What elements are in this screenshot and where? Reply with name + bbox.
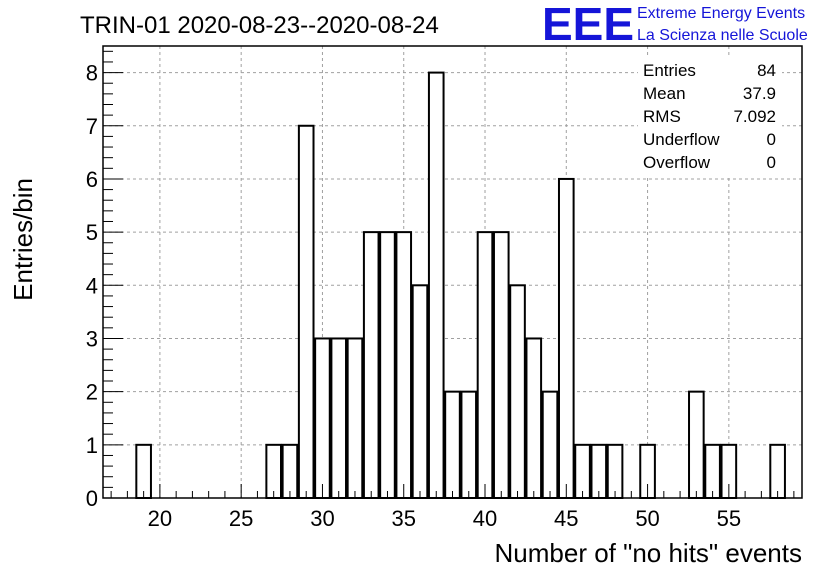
histogram-bar	[492, 231, 510, 499]
histogram-bar	[427, 71, 445, 500]
histogram-bar	[574, 443, 591, 499]
y-tick-label: 7	[86, 114, 98, 139]
y-tick-label: 2	[86, 380, 98, 405]
histogram-bar	[688, 390, 705, 500]
histogram-bar	[314, 337, 331, 499]
y-tick-label: 6	[86, 167, 98, 192]
stats-label: Entries	[643, 61, 696, 80]
eee-logo: EEE Extreme Energy Events La Scienza nel…	[542, 0, 808, 50]
stats-value: 7.092	[733, 107, 776, 126]
histogram-bar	[704, 443, 721, 499]
stats-label: Overflow	[643, 153, 711, 172]
stats-label: Mean	[643, 84, 686, 103]
x-tick-label: 35	[391, 506, 415, 531]
histogram-bar	[606, 443, 624, 499]
stats-value: 37.9	[743, 84, 776, 103]
y-tick-label: 5	[86, 220, 98, 245]
histogram-bar	[525, 337, 543, 499]
histogram-bar	[297, 124, 315, 499]
stats-value: 0	[767, 130, 776, 149]
histogram-bar	[590, 443, 608, 499]
y-tick-label: 4	[86, 273, 98, 298]
stats-label: Underflow	[643, 130, 720, 149]
x-tick-label: 20	[148, 506, 172, 531]
histogram-bar	[281, 443, 299, 499]
x-tick-label: 45	[554, 506, 578, 531]
stats-value: 0	[767, 153, 776, 172]
y-tick-label: 3	[86, 326, 98, 351]
histogram-bar	[379, 231, 396, 499]
axis-ticks	[103, 50, 795, 499]
x-tick-label: 30	[310, 506, 334, 531]
histogram-bar	[346, 337, 364, 499]
x-tick-labels: 20 25 30 35 40 45 50 55	[148, 506, 741, 531]
logo-mark: EEE	[542, 0, 634, 50]
histogram-bar	[460, 390, 478, 500]
histogram-bar	[265, 443, 283, 499]
histogram-bar	[330, 337, 348, 499]
stats-box: Entries 84 Mean 37.9 RMS 7.092 Underflow 0 Overf…	[638, 58, 782, 175]
logo-line-1: Extreme Energy Events	[637, 5, 805, 22]
grid-lines	[103, 46, 802, 498]
histogram-bar	[541, 390, 559, 500]
chart-title: TRIN-01 2020-08-23--2020-08-24	[80, 12, 439, 39]
x-tick-label: 25	[229, 506, 253, 531]
histogram-bar	[135, 443, 152, 499]
histogram-bar	[411, 284, 429, 500]
y-axis-title: Entries/bin	[8, 178, 38, 301]
y-tick-labels: 0 1 2 3 4 5 6 7 8	[86, 61, 98, 511]
histogram-bar	[444, 390, 461, 500]
x-axis-title: Number of "no hits" events	[495, 538, 803, 568]
y-tick-label: 0	[86, 486, 98, 511]
histogram-bar	[362, 231, 380, 499]
histogram-bar	[476, 231, 494, 499]
logo-line-2: La Scienza nelle Scuole	[637, 27, 808, 44]
stats-background	[638, 58, 782, 175]
x-tick-label: 50	[635, 506, 659, 531]
histogram-bar	[509, 284, 526, 500]
x-tick-label: 55	[717, 506, 741, 531]
histogram-bar	[557, 177, 575, 500]
histogram-bar	[769, 443, 786, 499]
y-tick-label: 1	[86, 433, 98, 458]
stats-label: RMS	[643, 107, 681, 126]
histogram-bar	[395, 231, 413, 499]
stats-value: 84	[757, 61, 776, 80]
x-tick-label: 40	[473, 506, 497, 531]
y-tick-label: 8	[86, 61, 98, 86]
